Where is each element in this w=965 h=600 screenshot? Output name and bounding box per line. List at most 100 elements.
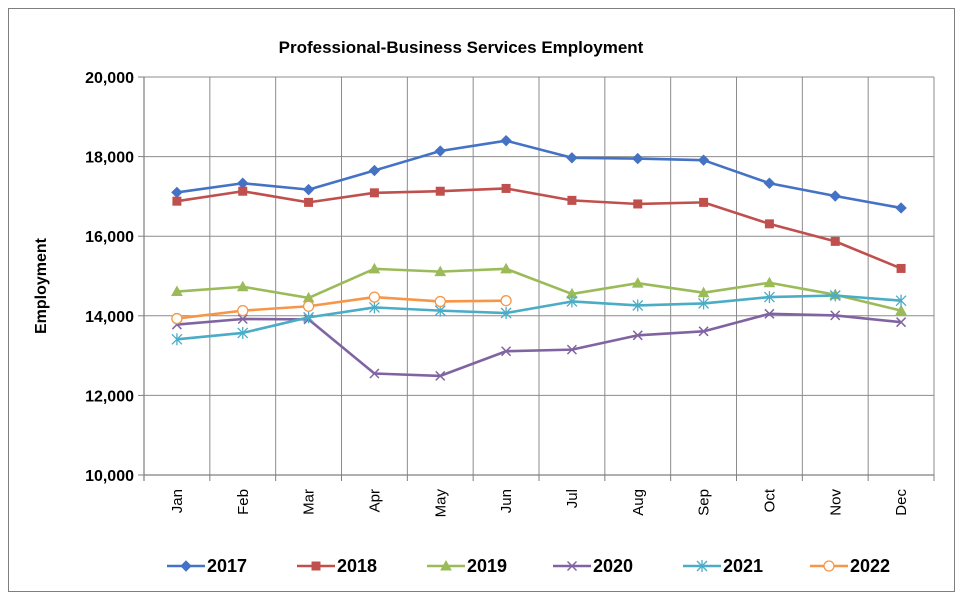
- x-tick-label: Jul: [564, 489, 581, 508]
- y-tick-label: 14,000: [85, 309, 134, 326]
- series-2022-point: [434, 295, 446, 308]
- series-2018-point: [896, 263, 906, 273]
- legend-item-2021: 2021: [683, 556, 763, 576]
- legend-item-2022: 2022: [810, 556, 890, 576]
- series-2017-point: [895, 202, 907, 214]
- series-2017-point: [829, 190, 841, 202]
- series-2020-point: [566, 344, 577, 355]
- series-2022-point: [237, 304, 249, 317]
- y-tick-label: 18,000: [85, 150, 134, 167]
- series-2022-point: [368, 291, 381, 303]
- x-tick-label: Oct: [761, 488, 778, 512]
- legend-swatch-marker: [180, 560, 192, 572]
- series-2018-point: [764, 219, 774, 229]
- series-2020-point: [698, 326, 709, 337]
- legend-item-2019: 2019: [427, 556, 507, 576]
- legend-item-2017: 2017: [167, 556, 247, 576]
- series-2019-point: [697, 286, 710, 298]
- series-2019-point: [500, 262, 512, 274]
- series-2018-point: [172, 196, 182, 206]
- x-tick-label: Jan: [169, 489, 186, 513]
- series-2017-point: [500, 134, 512, 147]
- series-2018-point: [567, 195, 577, 205]
- legend-swatch-marker: [823, 560, 835, 572]
- y-tick-label: 16,000: [85, 229, 134, 246]
- series-2020-point: [632, 330, 643, 341]
- x-tick-label: Jun: [498, 489, 515, 513]
- series-2019-point: [895, 304, 907, 316]
- series-2018-point: [369, 188, 379, 198]
- series-2021-point: [303, 311, 315, 324]
- series-2020-point: [896, 317, 907, 328]
- legend-swatch-marker: [440, 559, 452, 571]
- series-2017-point: [368, 164, 381, 177]
- series-2021-point: [368, 301, 380, 314]
- legend: 2017 2018 2019 2020 2021 2022: [167, 556, 890, 576]
- series-2017-point: [302, 183, 315, 196]
- series-2018-point: [304, 197, 314, 207]
- series-2017-point: [632, 152, 644, 165]
- series-2019-point: [171, 285, 183, 297]
- series-2020-point: [435, 370, 446, 381]
- series-2022-point: [302, 300, 315, 312]
- plot-area: 10,000 12,000 14,000 16,000 18,000 20,000 Jan F…: [85, 70, 935, 518]
- legend-swatch-marker: [311, 561, 321, 571]
- series-2019-point: [236, 280, 249, 292]
- legend-swatch-marker: [566, 560, 578, 572]
- series-2020-point: [764, 308, 775, 319]
- series-2021-line: [176, 294, 902, 341]
- series-2018-point: [435, 186, 445, 196]
- x-tick-label: Sep: [696, 489, 713, 516]
- x-tick-label: Feb: [235, 489, 252, 515]
- series-2017-line: [176, 139, 902, 210]
- series-2022-point: [500, 295, 512, 307]
- series-2017-point: [434, 145, 446, 157]
- legend-label: 2017: [207, 556, 247, 576]
- x-tick-label: Mar: [301, 489, 318, 515]
- series-2020-point: [501, 346, 512, 357]
- legend-label: 2021: [723, 556, 763, 576]
- series-2019-point: [763, 276, 776, 288]
- x-tick-label: Apr: [366, 489, 383, 512]
- series-2019-point: [368, 262, 381, 274]
- series-2017-point: [697, 154, 710, 166]
- x-tick-label: Aug: [630, 489, 647, 516]
- legend-label: 2018: [337, 556, 377, 576]
- series-2019-point: [631, 277, 644, 288]
- legend-item-2020: 2020: [553, 556, 633, 576]
- series-2021-point: [237, 326, 249, 339]
- series-2021-point: [829, 289, 841, 302]
- series-2022-point: [171, 312, 183, 325]
- series-2017-point: [566, 152, 578, 164]
- y-tick-label: 10,000: [85, 468, 134, 485]
- x-tick-label: May: [432, 489, 449, 518]
- series-2019-line: [176, 267, 902, 312]
- series-2021-point: [698, 297, 710, 310]
- series-2021-point: [500, 307, 512, 320]
- series-2021-point: [171, 333, 183, 346]
- series-2020-point: [237, 313, 248, 325]
- x-tick-label: Dec: [893, 489, 910, 516]
- series-2018-point: [633, 199, 643, 209]
- chart-title: Professional-Business Services Employmen…: [279, 38, 644, 57]
- series-2021-point: [566, 295, 578, 308]
- series-2018-point: [238, 186, 248, 196]
- series-2020-point: [369, 368, 380, 379]
- x-tick-label: Nov: [827, 489, 844, 516]
- series-2017-point: [763, 177, 776, 189]
- series-2021-point: [763, 291, 775, 304]
- series-2019-point: [434, 265, 447, 277]
- series-2017-point: [171, 186, 183, 199]
- legend-label: 2022: [850, 556, 890, 576]
- y-tick-label: 12,000: [85, 388, 134, 405]
- series-2018-point: [699, 197, 709, 207]
- y-tick-label: 20,000: [85, 70, 134, 87]
- series-2022-line: [176, 295, 507, 320]
- series-2021-point: [895, 294, 907, 307]
- legend-label: 2020: [593, 556, 633, 576]
- series-2018-line: [176, 187, 902, 270]
- series-2018-point: [501, 183, 511, 193]
- legend-item-2018: 2018: [297, 556, 377, 576]
- series-2021-point: [632, 299, 644, 312]
